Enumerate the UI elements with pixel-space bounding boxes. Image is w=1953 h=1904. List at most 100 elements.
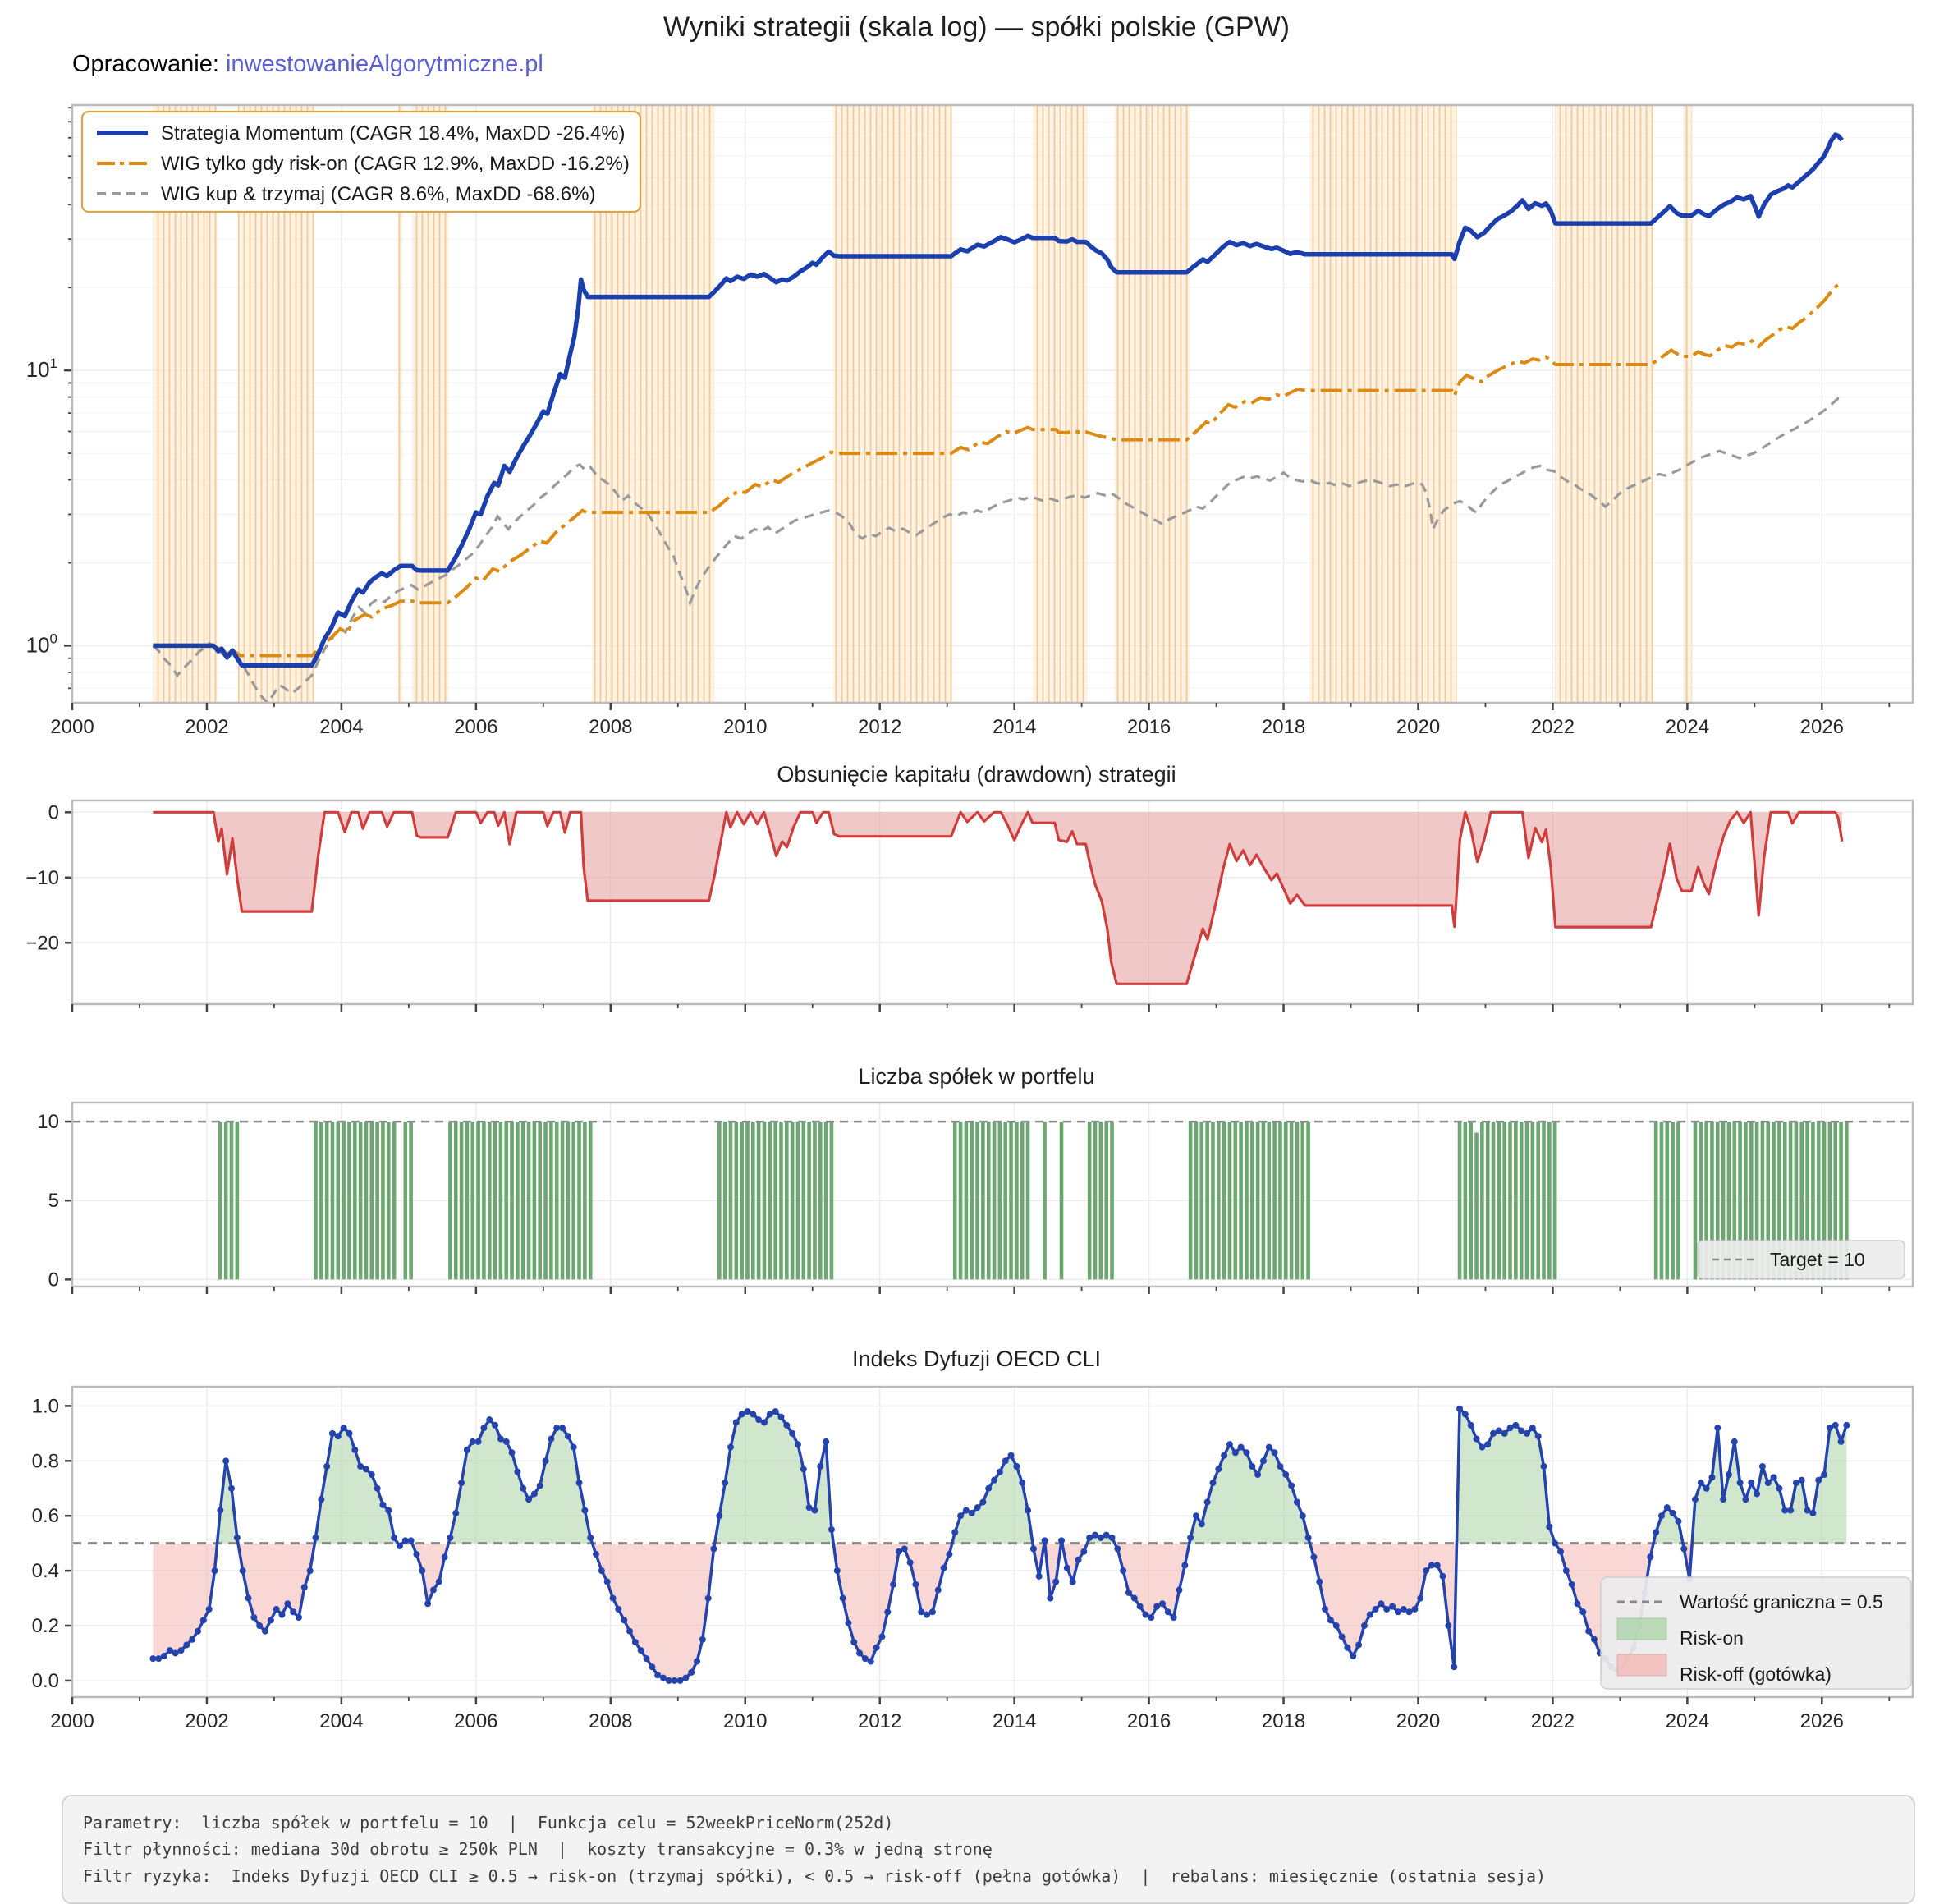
cli-marker bbox=[1653, 1529, 1660, 1536]
portfolio-bar bbox=[1098, 1122, 1103, 1280]
cli-marker bbox=[1265, 1443, 1272, 1451]
portfolio-bar bbox=[1805, 1122, 1809, 1280]
cli-marker bbox=[199, 1617, 207, 1624]
cli-marker bbox=[1754, 1490, 1761, 1498]
equity-legend: Strategia Momentum (CAGR 18.4%, MaxDD -2… bbox=[80, 110, 642, 213]
plot-border bbox=[71, 799, 1914, 1006]
fill-segment bbox=[217, 1461, 238, 1544]
legend-label: Wartość graniczna = 0.5 bbox=[1680, 1591, 1883, 1613]
cli-marker bbox=[480, 1425, 488, 1432]
cli-marker bbox=[346, 1429, 353, 1437]
portfolio-bar bbox=[1295, 1122, 1300, 1280]
legend-label: WIG kup & trzymaj (CAGR 8.6%, MaxDD -68.… bbox=[161, 183, 595, 205]
x-tick-label: 2008 bbox=[589, 1710, 632, 1732]
x-tick-label: 2022 bbox=[1531, 1710, 1575, 1732]
cli-marker bbox=[1720, 1496, 1727, 1503]
portfolio-bar bbox=[554, 1122, 559, 1280]
legend-label: Risk-off (gotówka) bbox=[1680, 1663, 1832, 1685]
cli-marker bbox=[228, 1484, 236, 1492]
cli-marker bbox=[536, 1482, 543, 1489]
portfolio-bar bbox=[498, 1122, 503, 1280]
credit-line: Opracowanie: inwestowanieAlgorytmiczne.p… bbox=[72, 51, 543, 78]
portfolio-bar bbox=[319, 1122, 323, 1280]
cli-marker bbox=[441, 1553, 448, 1561]
portfolio-bar bbox=[1043, 1122, 1047, 1280]
cli-marker bbox=[1647, 1553, 1654, 1561]
cli-marker bbox=[1063, 1564, 1070, 1571]
cli-marker bbox=[704, 1594, 712, 1602]
cli-marker bbox=[1748, 1480, 1755, 1487]
portfolio-bar bbox=[504, 1122, 509, 1280]
portfolio-bar bbox=[324, 1122, 329, 1280]
portfolio-bar bbox=[571, 1122, 576, 1280]
cli-marker bbox=[1714, 1425, 1721, 1432]
cli-marker bbox=[1529, 1425, 1536, 1432]
y-tick-label: 0.0 bbox=[32, 1670, 59, 1692]
portfolio-bar bbox=[448, 1122, 452, 1280]
x-tick-label: 2020 bbox=[1396, 716, 1440, 735]
cli-marker bbox=[374, 1484, 381, 1492]
cli-marker bbox=[1310, 1553, 1318, 1561]
credit-label: Opracowanie: bbox=[72, 51, 226, 77]
cli-marker bbox=[559, 1425, 566, 1432]
cli-marker bbox=[1187, 1534, 1194, 1541]
cli-marker bbox=[1770, 1474, 1777, 1481]
portfolio-bar bbox=[1278, 1122, 1282, 1280]
cli-marker bbox=[1518, 1427, 1525, 1434]
portfolio-bar bbox=[583, 1122, 587, 1280]
cli-marker bbox=[817, 1463, 824, 1470]
cli-marker bbox=[1092, 1531, 1099, 1539]
params-line-2: Filtr płynności: mediana 30d obrotu ≥ 25… bbox=[83, 1839, 993, 1860]
cli-marker bbox=[1669, 1509, 1676, 1516]
cli-marker bbox=[1725, 1471, 1732, 1479]
portfolio-bar bbox=[1827, 1122, 1832, 1280]
portfolio-bar bbox=[1811, 1122, 1815, 1280]
cli-marker bbox=[1350, 1652, 1357, 1659]
cli-marker bbox=[1114, 1545, 1121, 1553]
portfolio-bar bbox=[1104, 1122, 1108, 1280]
cli-marker bbox=[1293, 1498, 1300, 1506]
cli-marker bbox=[1136, 1603, 1144, 1610]
cli-marker bbox=[621, 1617, 628, 1624]
portfolio-bar bbox=[1704, 1122, 1708, 1280]
legend-box bbox=[1697, 1240, 1905, 1279]
portfolio-bar bbox=[1524, 1122, 1529, 1280]
cli-marker bbox=[1058, 1537, 1066, 1544]
cli-marker bbox=[918, 1608, 925, 1616]
portfolio-bar bbox=[1497, 1122, 1501, 1280]
portfolio-bar bbox=[1715, 1122, 1720, 1280]
cli-marker bbox=[1562, 1567, 1570, 1575]
portfolio-bar bbox=[1306, 1122, 1310, 1280]
cli-marker bbox=[1029, 1545, 1037, 1553]
cli-marker bbox=[665, 1677, 672, 1684]
portfolio-bar bbox=[1665, 1122, 1670, 1280]
x-tick-label: 2006 bbox=[454, 1710, 497, 1732]
portfolio-bar bbox=[1738, 1122, 1742, 1280]
chart-drawdown: 0 −10 −20 bbox=[25, 799, 1914, 1012]
cli-marker bbox=[924, 1611, 931, 1618]
portfolio-bar bbox=[1676, 1122, 1680, 1280]
cli-marker bbox=[514, 1468, 521, 1475]
portfolio-bar bbox=[1502, 1122, 1506, 1280]
cli-marker bbox=[1781, 1507, 1789, 1514]
cli-marker bbox=[1574, 1600, 1581, 1608]
cli-marker bbox=[660, 1674, 667, 1681]
x-tick-label: 2018 bbox=[1262, 716, 1305, 735]
cli-marker bbox=[290, 1608, 297, 1616]
cli-marker bbox=[1691, 1496, 1699, 1503]
fill-segment bbox=[592, 1543, 715, 1681]
cli-marker bbox=[1837, 1438, 1845, 1445]
portfolio-bar bbox=[829, 1122, 834, 1280]
portfolio-bar bbox=[795, 1122, 800, 1280]
portfolio-bar bbox=[392, 1122, 397, 1280]
cli-marker bbox=[676, 1677, 684, 1684]
series-wig-buyhold bbox=[152, 397, 1843, 705]
cli-marker bbox=[548, 1435, 555, 1443]
portfolio-bar bbox=[218, 1122, 222, 1280]
cli-marker bbox=[1495, 1427, 1502, 1434]
cli-marker bbox=[379, 1501, 387, 1508]
credit-link[interactable]: inwestowanieAlgorytmiczne.pl bbox=[226, 51, 543, 77]
cli-marker bbox=[1108, 1534, 1116, 1541]
portfolio-bar bbox=[1794, 1122, 1799, 1280]
portfolio-bar bbox=[1726, 1122, 1731, 1280]
